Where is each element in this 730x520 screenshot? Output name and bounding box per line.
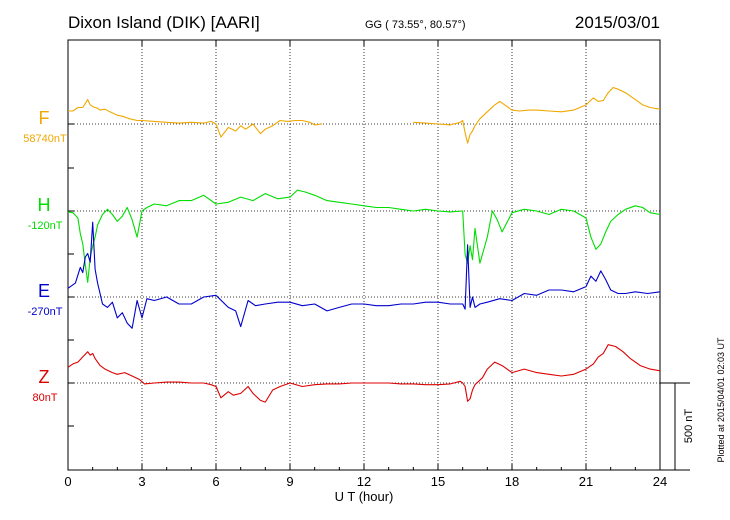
channel-baseline-z: 80nT <box>32 392 57 404</box>
x-tick-label: 6 <box>212 474 219 489</box>
date-label: 2015/03/01 <box>575 13 660 32</box>
plot-frame <box>67 39 661 471</box>
channel-name-h: H <box>38 195 51 215</box>
channel-baseline-f: 58740nT <box>23 133 67 145</box>
x-tick-label: 3 <box>138 474 145 489</box>
plotted-note: Plotted at 2015/04/01 02:03 UT <box>716 337 726 463</box>
x-axis: 0 3 6 9 12 15 18 21 24 <box>64 40 667 489</box>
x-tick-label: 15 <box>431 474 445 489</box>
series-line-e <box>67 221 661 329</box>
scale-bar: 500 nT <box>660 382 695 471</box>
series-line-z <box>67 344 661 403</box>
x-tick-label: 21 <box>579 474 593 489</box>
series-line-h <box>67 189 661 283</box>
x-tick-label: 18 <box>505 474 519 489</box>
channel-baseline-h: -120nT <box>28 220 63 232</box>
station-title: Dixon Island (DIK) [AARI] <box>68 13 260 32</box>
series-layer <box>67 86 661 403</box>
series-line-f <box>68 86 661 144</box>
x-tick-label: 9 <box>286 474 293 489</box>
x-tick-label: 0 <box>64 474 71 489</box>
x-tick-label: 12 <box>357 474 371 489</box>
channel-baseline-e: -270nT <box>28 306 63 318</box>
x-axis-title: U T (hour) <box>335 489 394 504</box>
channel-name-z: Z <box>39 367 50 387</box>
channel-labels: F 58740nT H -120nT E -270nT Z 80nT <box>23 108 67 404</box>
channel-name-f: F <box>39 108 50 128</box>
channel-name-e: E <box>38 281 50 301</box>
grid-layer <box>68 39 660 471</box>
coordinates-label: GG ( 73.55°, 80.57°) <box>365 19 466 31</box>
x-tick-label: 24 <box>653 474 667 489</box>
scale-bar-label: 500 nT <box>683 409 695 444</box>
